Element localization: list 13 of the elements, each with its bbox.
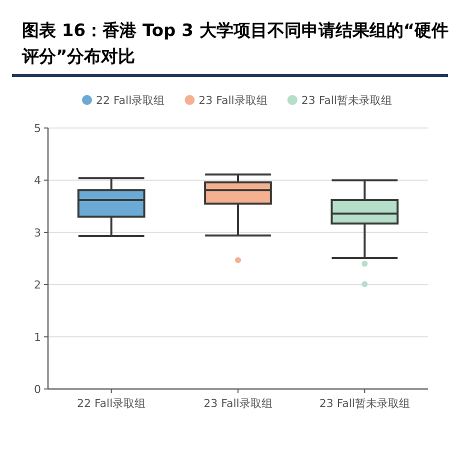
x-tick-label: 23 Fall录取组 — [204, 397, 272, 410]
legend-label: 22 Fall录取组 — [96, 94, 165, 107]
y-tick-label: 4 — [34, 174, 41, 188]
y-tick-label: 1 — [34, 330, 41, 344]
x-tick-label: 22 Fall录取组 — [76, 397, 146, 410]
y-tick-label: 2 — [34, 278, 41, 292]
legend-label: 23 Fall录取组 — [198, 94, 268, 107]
y-tick-label: 5 — [34, 122, 41, 135]
chart-title: 图表 16：香港 Top 3 大学项目不同申请结果组的“硬件评分”分布对比 — [21, 21, 449, 67]
y-tick-label: 3 — [34, 226, 41, 240]
legend-label: 23 Fall暂未录取组 — [301, 94, 392, 107]
y-tick-label: 0 — [34, 383, 41, 396]
x-tick-label: 23 Fall暂未录取组 — [319, 397, 410, 410]
